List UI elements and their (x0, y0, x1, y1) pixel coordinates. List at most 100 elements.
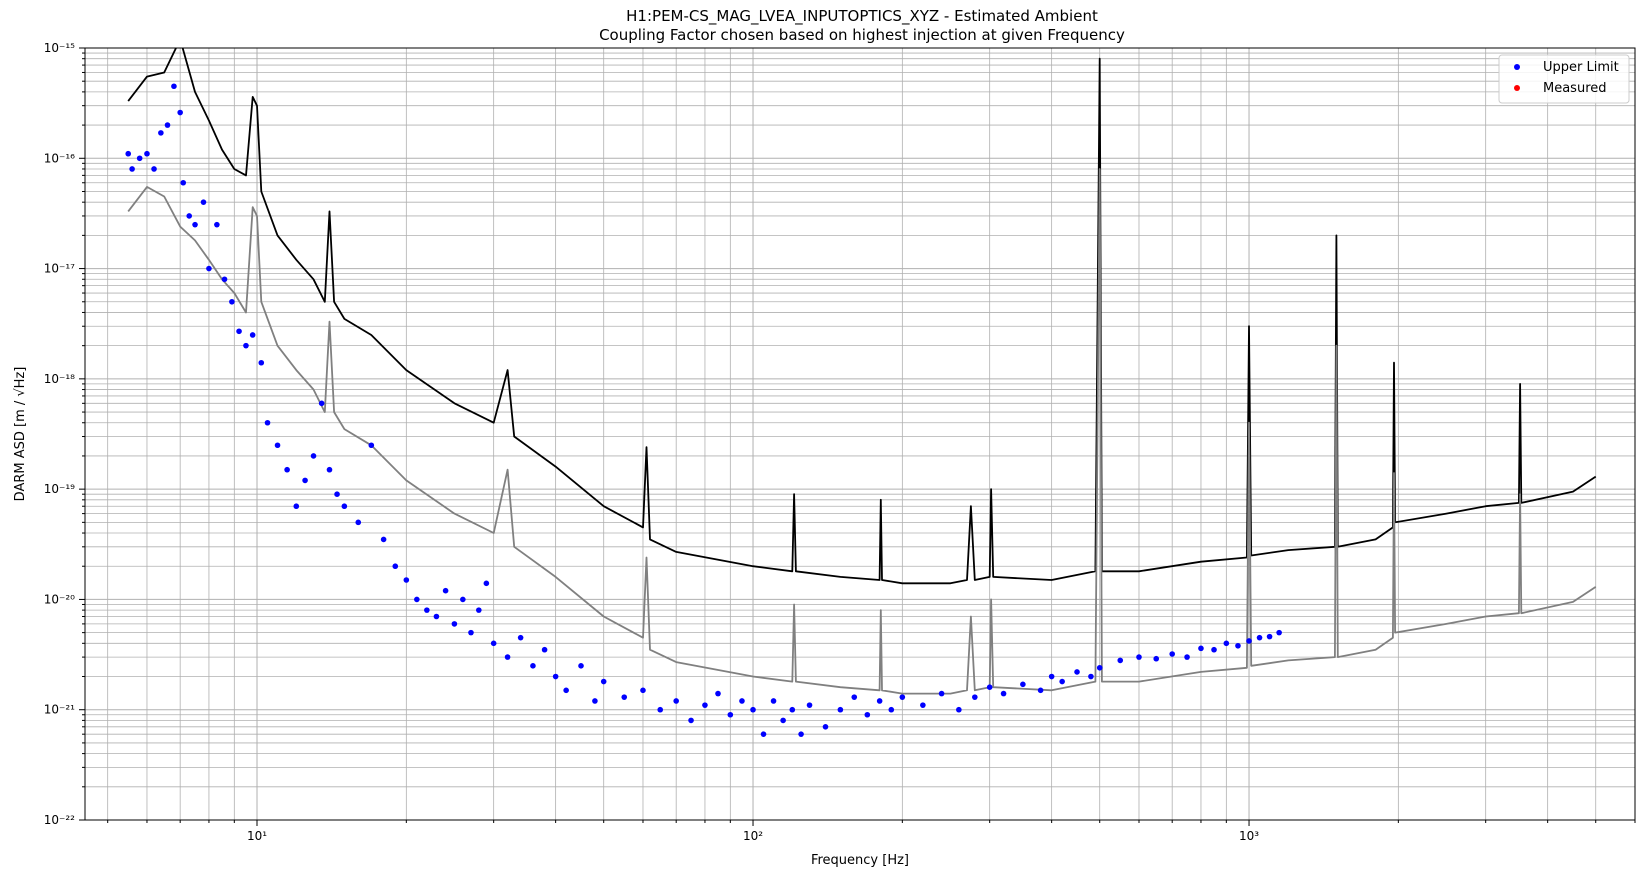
data-point (621, 694, 628, 700)
legend-box (1498, 54, 1630, 104)
data-point (414, 596, 420, 603)
data-point (789, 706, 796, 713)
grid-lines (85, 47, 1636, 821)
data-point (380, 536, 387, 543)
data-point (206, 265, 212, 272)
data-point (739, 698, 745, 704)
plot-frame (84, 47, 1636, 821)
legend-label-measured: Measured (1543, 81, 1607, 96)
data-point (798, 731, 804, 737)
data-point (460, 596, 466, 603)
data-point (424, 607, 430, 613)
data-point (442, 587, 449, 594)
data-point (563, 687, 569, 694)
data-point (302, 477, 308, 484)
data-point (1223, 640, 1230, 647)
data-point (318, 400, 325, 407)
data-point (144, 150, 150, 157)
data-point (1074, 669, 1080, 675)
data-point (264, 419, 271, 426)
data-point (1266, 633, 1273, 640)
data-point (293, 503, 300, 510)
data-point (129, 166, 135, 172)
data-point (451, 621, 458, 627)
data-point (938, 690, 945, 697)
data-point (876, 698, 883, 704)
y-tick-label: 10⁻¹⁵ (44, 41, 75, 55)
legend: Upper Limit Measured (1498, 54, 1630, 104)
data-point (899, 694, 906, 700)
data-point (578, 663, 584, 669)
data-point (1088, 673, 1094, 680)
chart-subtitle: Coupling Factor chosen based on highest … (599, 26, 1125, 44)
series-line-0 (127, 48, 1597, 585)
data-point (1211, 646, 1217, 653)
plot-area (125, 48, 1597, 737)
data-point (483, 580, 490, 587)
data-point (221, 276, 228, 283)
data-point (688, 717, 694, 724)
y-tick-label: 10⁻²² (44, 813, 75, 827)
data-point (341, 503, 348, 510)
data-point (1037, 687, 1044, 694)
data-point (770, 698, 777, 704)
data-point (760, 731, 767, 737)
data-point (236, 328, 242, 335)
data-point (1020, 681, 1026, 688)
data-point (600, 678, 607, 685)
series-line-1 (127, 168, 1597, 695)
data-point (956, 706, 962, 713)
data-point (164, 122, 171, 128)
data-point (1136, 654, 1142, 660)
data-point (284, 466, 290, 473)
y-tick-label: 10⁻¹⁶ (44, 151, 75, 165)
data-point (326, 466, 333, 473)
data-point (171, 83, 177, 90)
x-axis-label: Frequency [Hz] (811, 853, 909, 868)
data-point (673, 698, 679, 704)
data-point (541, 646, 548, 653)
data-point (214, 221, 220, 228)
data-point (243, 342, 249, 349)
data-point (715, 690, 721, 697)
data-point (136, 155, 143, 162)
series-points-2 (125, 83, 1282, 737)
legend-marker-measured (1514, 85, 1520, 91)
data-point (310, 453, 317, 459)
data-point (972, 694, 978, 700)
data-point (392, 563, 399, 570)
y-tick-label: 10⁻¹⁷ (44, 262, 75, 276)
y-tick-label: 10⁻¹⁹ (44, 482, 75, 496)
data-point (1235, 642, 1241, 649)
data-point (200, 199, 207, 205)
data-point (249, 332, 256, 338)
data-point (504, 654, 511, 660)
y-tick-label: 10⁻²¹ (44, 703, 75, 717)
data-point (986, 684, 993, 691)
data-point (920, 702, 926, 708)
data-point (192, 221, 198, 228)
data-point (433, 613, 440, 620)
data-point (258, 359, 265, 366)
data-point (490, 640, 497, 647)
data-point (229, 298, 235, 305)
data-point (750, 706, 756, 713)
data-point (125, 150, 132, 157)
x-tick-label: 10² (743, 829, 763, 843)
x-tick-label: 10³ (1239, 829, 1259, 843)
data-point (1256, 634, 1263, 641)
data-point (1059, 678, 1065, 685)
data-point (657, 706, 664, 713)
data-point (1153, 655, 1160, 662)
data-point (1000, 690, 1007, 697)
data-point (334, 491, 340, 497)
data-point (151, 166, 157, 172)
data-point (468, 629, 474, 636)
y-tick-label: 10⁻¹⁸ (44, 372, 75, 386)
data-point (186, 213, 193, 219)
data-point (851, 694, 858, 700)
data-point (1048, 673, 1055, 680)
y-tick-label: 10⁻²⁰ (44, 592, 75, 606)
data-point (1184, 654, 1190, 660)
